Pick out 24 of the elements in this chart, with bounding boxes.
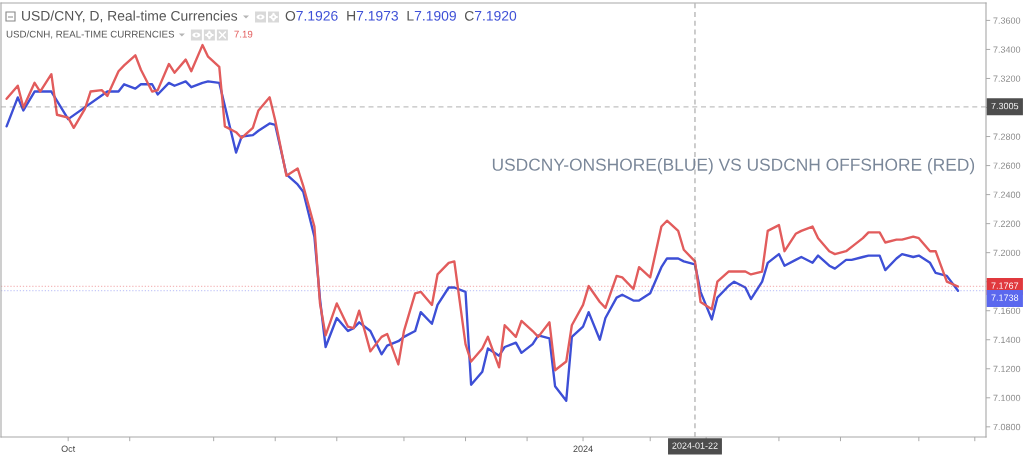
- y-tick-label: 7.2600: [993, 162, 1021, 169]
- ref-line-label: 7.3005: [991, 102, 1019, 110]
- annotation: USDCNY-ONSHORE(BLUE) VS USDCNH OFFSHORE (RED): [492, 158, 975, 175]
- annotation: 7.19: [234, 30, 253, 38]
- y-tick-label: 7.1600: [993, 307, 1021, 315]
- y-tick-label: 7.1000: [993, 394, 1021, 402]
- y-tick-label: 7.3600: [993, 17, 1021, 24]
- y-tick-label: 7.2800: [993, 133, 1021, 140]
- y-tick-label: 7.2000: [993, 249, 1021, 257]
- x-tick-label: Oct: [61, 445, 76, 452]
- y-tick-label: 7.3400: [993, 46, 1021, 53]
- y-tick-label: 7.2400: [993, 191, 1021, 198]
- text: USD/CNH, REAL-TIME CURRENCIES: [6, 30, 175, 39]
- ref-line-label: 7.1767: [991, 282, 1019, 289]
- y-tick-label: 7.1400: [993, 336, 1021, 344]
- y-tick-label: 7.3200: [993, 75, 1021, 82]
- y-tick-label: 7.1200: [993, 365, 1021, 373]
- y-tick-label: 7.2200: [993, 220, 1021, 227]
- ref-line-label: 2024-01-22: [672, 442, 718, 449]
- x-tick-label: 2024: [573, 445, 593, 452]
- annotation: O7.1926 H7.1973 L7.1909 C7.1920: [285, 10, 517, 21]
- chart-title: USD/CNY, D, Real-time Currencies: [22, 10, 238, 23]
- y-tick-label: 7.0800: [993, 423, 1021, 431]
- ref-line-label: 7.1738: [991, 294, 1019, 301]
